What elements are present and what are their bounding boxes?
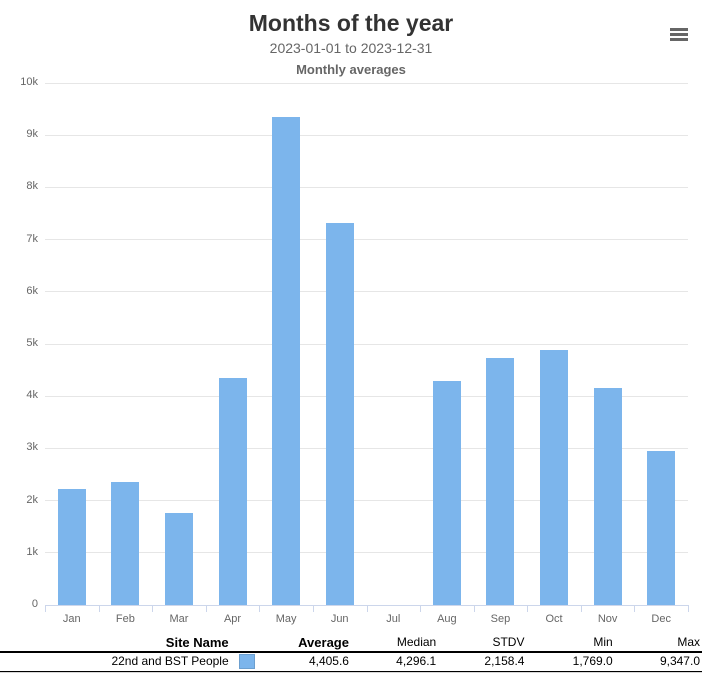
y-axis-label: 7k [26,232,38,245]
col-header-site-name: Site Name [165,635,229,650]
series-color-swatch [238,654,255,669]
y-axis-label: 4k [26,389,38,402]
x-axis-label-aug: Aug [437,613,457,625]
series-swatch-cell [231,652,263,672]
site-name-cell: 22nd and BST People [111,654,229,668]
bar-apr[interactable] [219,378,247,605]
bar-nov[interactable] [594,388,622,605]
y-axis-label: 3k [26,441,38,454]
col-header-max: Max [677,635,700,649]
y-axis-label: 2k [26,493,38,506]
x-axis-tick [367,605,368,612]
x-axis-tick [581,605,582,612]
table-bottom-divider [0,672,702,673]
chart-subtitle-daterange: 2023-01-01 to 2023-12-31 [269,40,433,56]
x-axis-tick [152,605,153,612]
col-header-min: Min [593,635,613,649]
bar-aug[interactable] [433,381,461,605]
median-cell: 4,296.1 [396,654,437,668]
x-axis-tick [474,605,475,612]
stats-table-row: 22nd and BST People 4,405.6 4,296.1 2,15… [0,652,702,672]
x-axis-label-oct: Oct [545,613,563,625]
gridline [45,500,688,502]
bar-oct[interactable] [540,350,568,605]
col-header-median: Median [396,635,437,649]
y-axis-label: 5k [26,337,38,349]
gridline [45,552,688,554]
x-axis-tick [313,605,314,612]
x-axis-label-nov: Nov [597,613,618,625]
x-axis-label-apr: Apr [223,613,242,625]
y-axis-label: 6k [26,284,38,297]
x-axis-label-feb: Feb [115,613,135,625]
x-axis-label-mar: Mar [169,613,189,625]
bar-jan[interactable] [58,489,86,605]
x-axis-tick [420,605,421,612]
x-axis-tick [45,605,46,612]
stats-table: Site Name Average Median STDV Min Max 22… [0,635,702,672]
chart-title: Months of the year [248,10,454,36]
x-axis-tick [99,605,100,612]
bar-jun[interactable] [326,223,354,605]
y-axis-label: 10k [20,76,38,88]
bar-may[interactable] [272,117,300,605]
col-header-average: Average [298,635,349,650]
x-axis-label-sep: Sep [490,613,511,625]
gridline [45,239,688,241]
x-axis-label-jan: Jan [62,613,81,625]
x-axis-line [45,605,688,606]
average-cell: 4,405.6 [308,654,349,668]
x-axis-label-jun: Jun [330,613,349,625]
gridline [45,343,688,345]
gridline [45,82,688,84]
gridline [45,395,688,397]
gridline [45,447,688,449]
col-header-swatch [231,635,263,652]
max-cell: 9,347.0 [659,654,700,668]
y-axis-label: 0 [31,598,38,610]
hamburger-menu-icon[interactable] [669,28,689,44]
stats-table-header-row: Site Name Average Median STDV Min Max [0,635,702,652]
x-axis-tick [634,605,635,612]
x-axis-label-may: May [275,613,297,625]
y-axis-label: 8k [26,180,38,193]
bar-mar[interactable] [165,513,193,605]
stdv-cell: 2,158.4 [484,654,525,668]
gridline [45,134,688,136]
plot-area [45,82,688,605]
bar-dec[interactable] [647,451,675,605]
bar-sep[interactable] [486,358,514,605]
x-axis-label-jul: Jul [386,613,401,625]
col-header-stdv: STDV [492,635,525,649]
x-axis-tick [206,605,207,612]
chart-subtitle-averages: Monthly averages [296,62,406,77]
x-axis-tick [688,605,689,612]
gridline [45,186,688,188]
y-axis-label: 9k [26,128,38,141]
x-axis-tick [259,605,260,612]
bar-feb[interactable] [111,482,139,605]
x-axis-tick [527,605,528,612]
min-cell: 1,769.0 [572,654,613,668]
y-axis-label: 1k [26,545,38,558]
x-axis-label-dec: Dec [651,613,671,625]
gridline [45,291,688,293]
